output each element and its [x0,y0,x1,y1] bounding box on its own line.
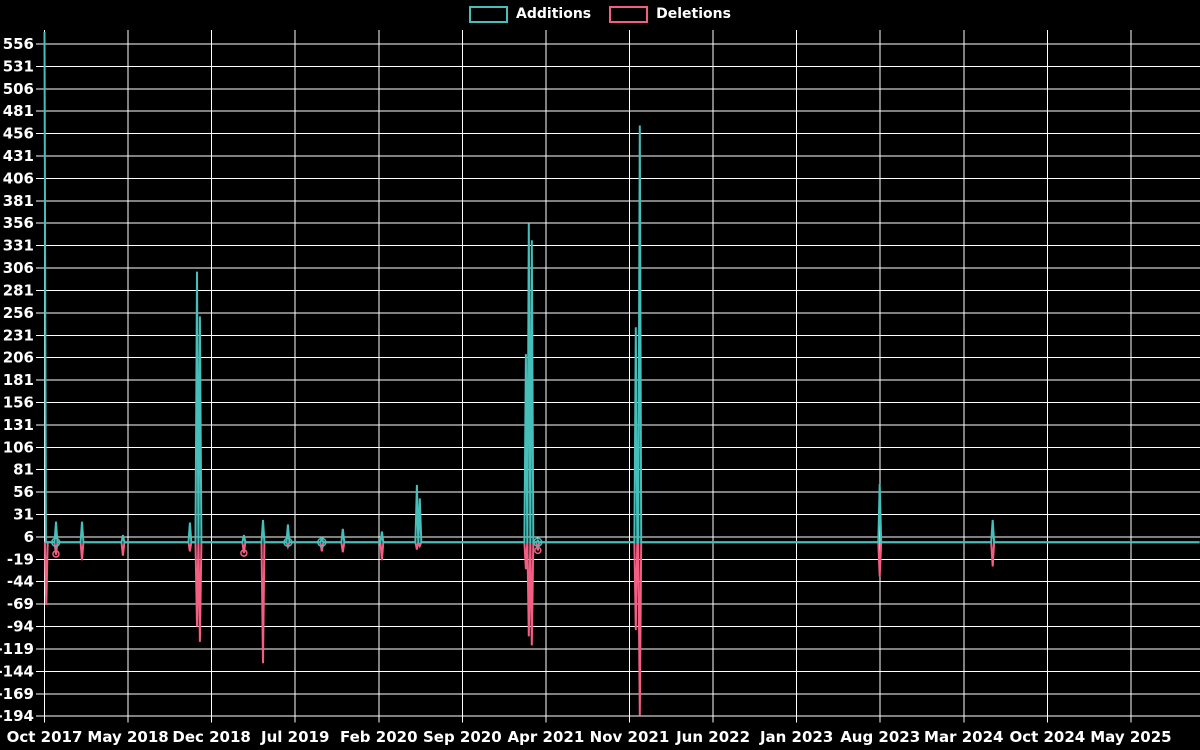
y-tick-label: -19 [7,550,34,568]
additions-point-marker [50,537,61,548]
deletions-point-marker [52,550,60,558]
x-tick-label: Nov 2021 [590,728,670,746]
x-tick-label: Aug 2023 [840,728,920,746]
y-tick-label: 156 [3,393,34,411]
additions-point-marker [533,537,543,548]
x-tick-label: Sep 2020 [423,728,502,746]
y-tick-label: -169 [0,685,34,703]
x-tick-label: Oct 2024 [1009,728,1085,746]
y-tick-labels: 556 531 506 481 456 431 406 381 356 331 306 281 256 2… [0,35,34,725]
deletions-point-marker [534,546,542,555]
y-tick-label: 231 [3,326,34,344]
chart-legend: Additions Deletions [0,6,1200,23]
legend-label-additions: Additions [516,6,592,22]
additions-point-marker [317,537,327,548]
deletions-point-marker [240,549,248,557]
additions-point-marker [283,537,293,548]
deletions-swatch-icon [609,6,649,23]
y-tick-label: -69 [7,595,34,613]
y-tick-label: 81 [13,461,34,479]
y-tick-label: 331 [3,237,34,255]
y-tick-label: 6 [24,528,34,546]
y-tick-label: 406 [3,169,34,187]
x-tick-label: Dec 2018 [172,728,251,746]
y-tick-label: 206 [3,349,34,367]
x-tick-label: Feb 2020 [340,728,418,746]
x-gridlines [44,30,1132,723]
legend-label-deletions: Deletions [656,6,731,22]
x-tick-label: May 2018 [87,728,168,746]
y-tick-label: 456 [3,125,34,143]
y-tick-label: 181 [3,371,34,389]
legend-item-additions[interactable]: Additions [469,6,591,23]
y-tick-label: 431 [3,147,34,165]
y-tick-label: -44 [7,573,34,591]
x-tick-label: Apr 2021 [508,728,585,746]
y-tick-label: -144 [0,662,34,680]
x-tick-labels: Oct 2017 May 2018 Dec 2018 Jul 2019 Feb 2020… [7,728,1172,746]
x-tick-label: Oct 2017 [7,728,83,746]
y-tick-label: 106 [3,438,34,456]
y-tick-label: 31 [13,506,34,524]
point-markers [50,537,543,558]
y-tick-label: 306 [3,259,34,277]
y-tick-label: 556 [3,35,34,53]
y-tick-label: -119 [0,640,34,658]
y-tick-label: 506 [3,80,34,98]
y-gridlines [36,43,1200,717]
x-tick-label: Mar 2024 [924,728,1003,746]
x-tick-label: Jul 2019 [260,728,329,746]
y-tick-label: 481 [3,102,34,120]
additions-line [43,32,1200,544]
y-tick-label: 56 [13,483,34,501]
y-tick-label: 531 [3,57,34,75]
y-tick-label: -194 [0,707,34,725]
legend-item-deletions[interactable]: Deletions [609,6,731,23]
y-tick-label: 256 [3,304,34,322]
y-tick-label: 381 [3,192,34,210]
y-tick-label: 131 [3,416,34,434]
additions-swatch-icon [469,6,509,23]
y-tick-label: -94 [7,618,34,636]
y-tick-label: 356 [3,214,34,232]
deletions-line [43,541,1200,716]
y-tick-label: 281 [3,281,34,299]
x-tick-label: Jan 2023 [759,728,833,746]
x-tick-label: Jun 2022 [675,728,750,746]
x-tick-label: May 2025 [1090,728,1171,746]
